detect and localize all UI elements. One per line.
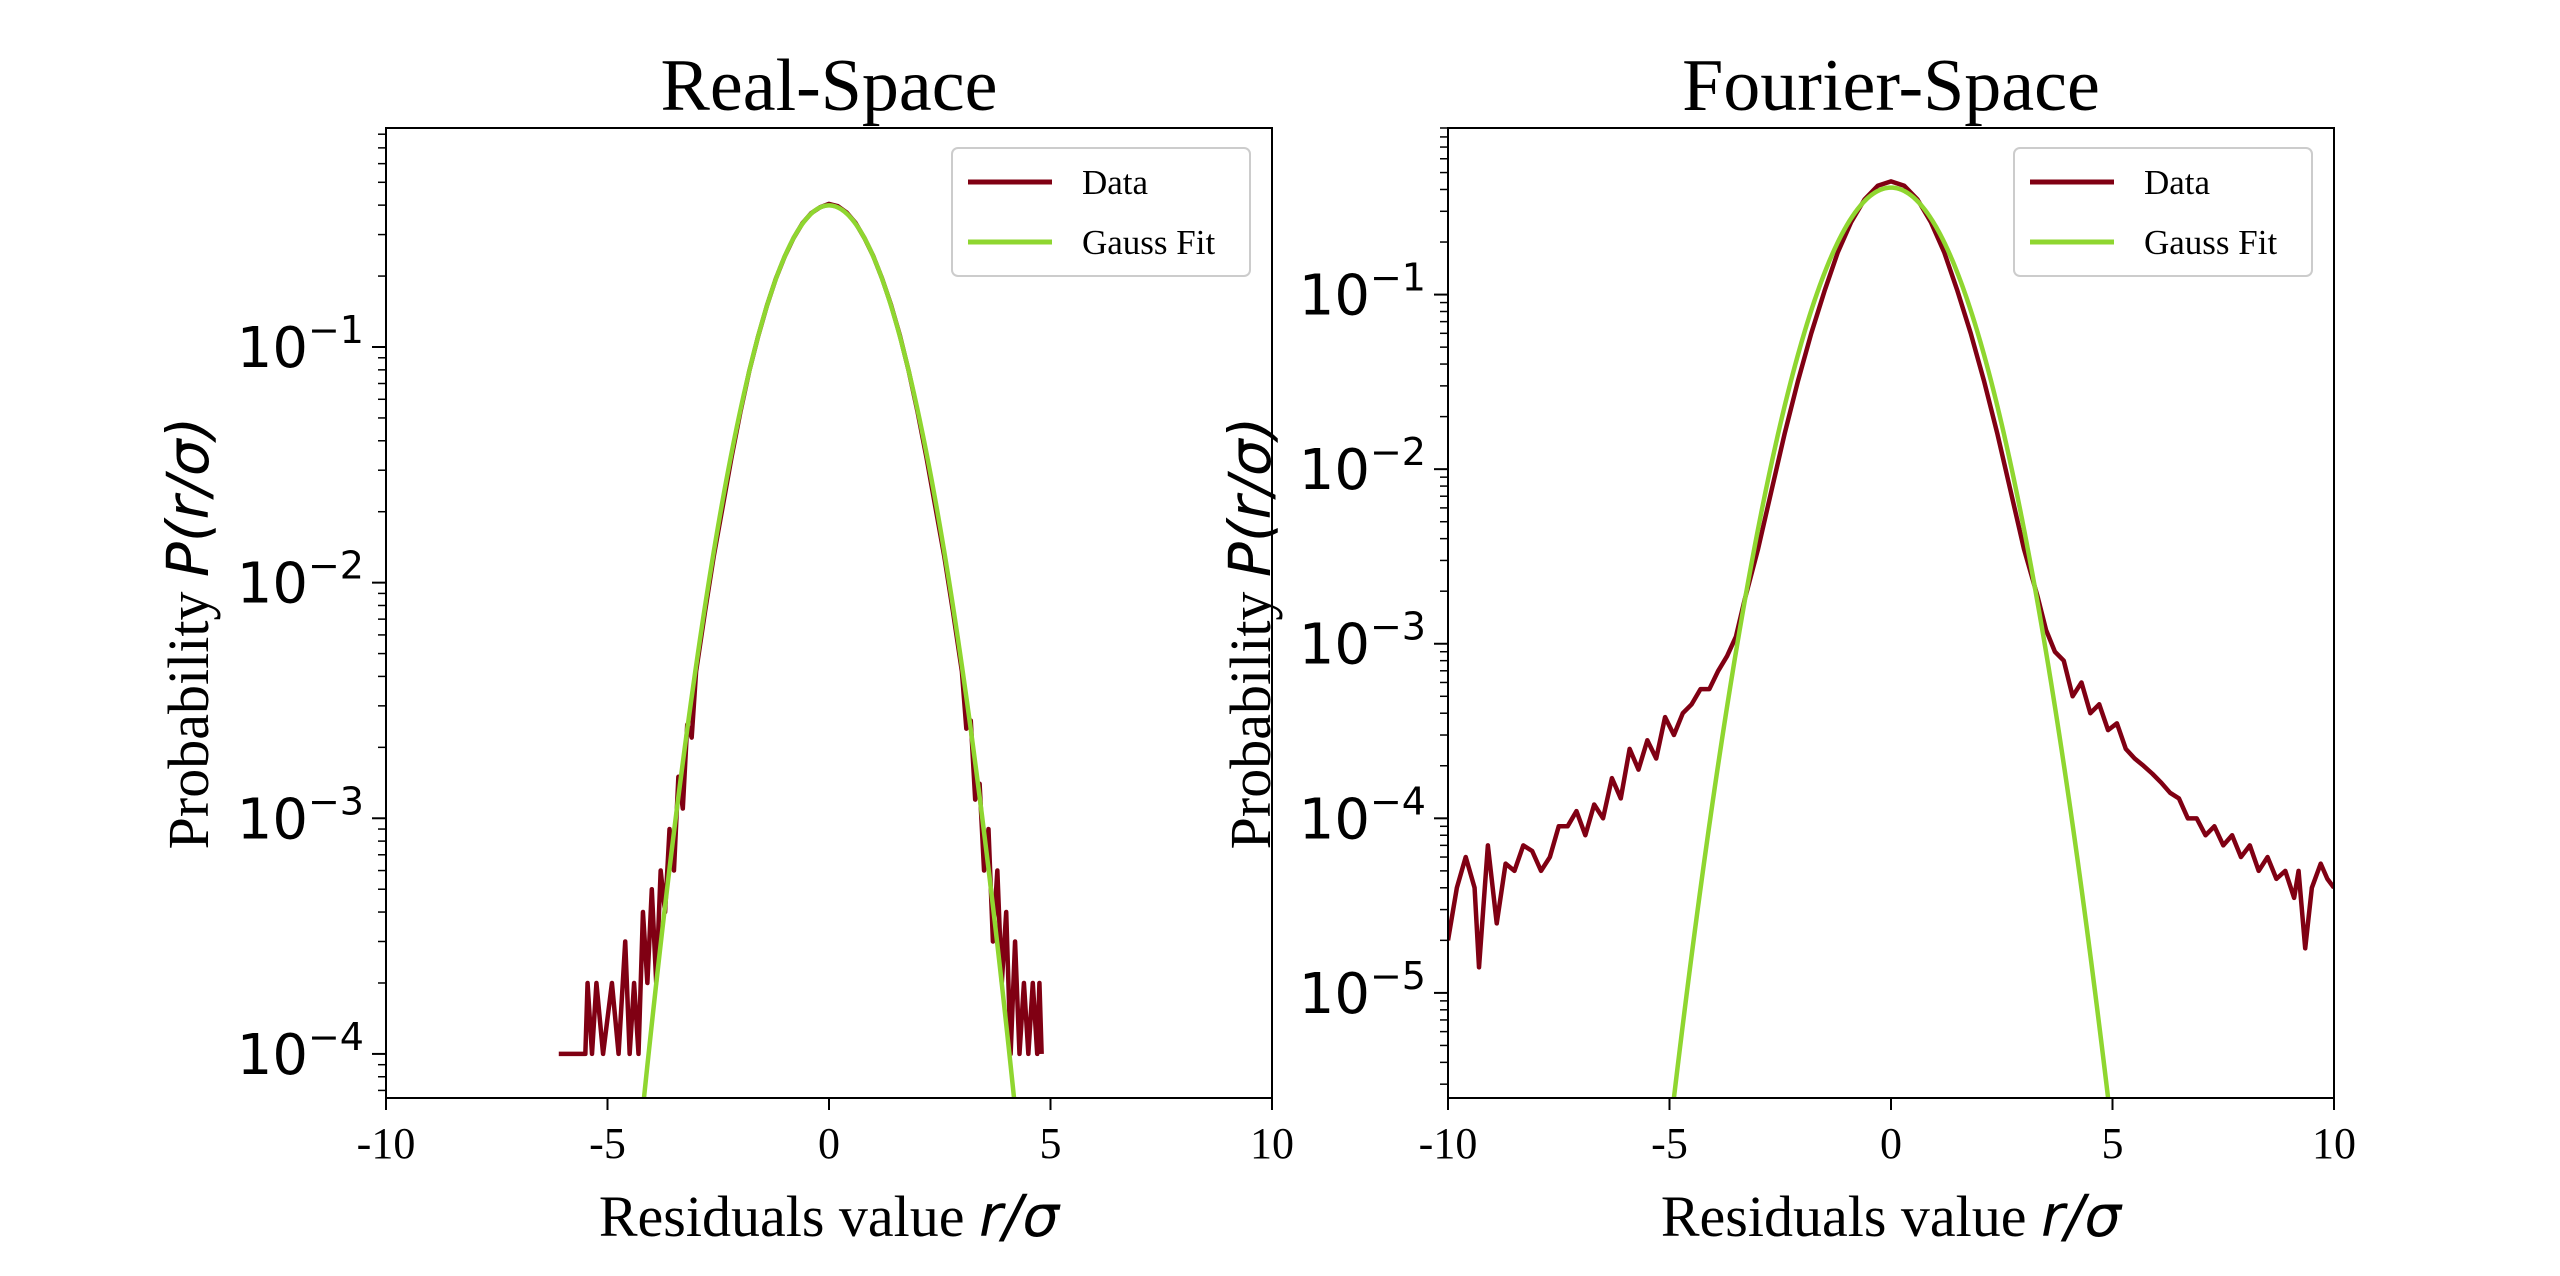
legend: Data Gauss Fit [2013, 147, 2313, 277]
x-axis-label: Residuals value r/σ [599, 1182, 1062, 1250]
y-tick-exponent: −3 [308, 779, 364, 823]
y-tick-label: 10−1 [1299, 256, 1426, 329]
y-tick-label: 10−2 [237, 544, 364, 617]
x-axis-label-math: r/σ [979, 1182, 1061, 1250]
y-tick-label: 10−4 [1299, 779, 1426, 852]
series-line-gauss-fit [641, 203, 1017, 1098]
y-tick-base: 10 [1299, 787, 1370, 852]
x-tick-label: 0 [1880, 1119, 1902, 1168]
y-axis-label-text: Probability [156, 577, 221, 849]
y-axis-label-math: P(r/σ) [1216, 417, 1284, 577]
chart-title: Real-Space [661, 45, 998, 127]
x-tick-label: 10 [1250, 1119, 1294, 1168]
y-axis-label-text: Probability [1218, 577, 1283, 849]
y-tick-exponent: −1 [1370, 256, 1426, 300]
panel-real-space: -10 -5 0 5 1010−110−210−310−4Real-SpaceResid… [154, 45, 1294, 1250]
y-tick-base: 10 [237, 787, 308, 852]
y-tick-exponent: −4 [308, 1015, 364, 1059]
legend-label-gauss-fit: Gauss Fit [1082, 223, 1215, 262]
x-axis-label-math: r/σ [2041, 1182, 2123, 1250]
panel-fourier-space: -10 -5 0 5 1010−110−210−310−410−5Fourier-Spa… [1216, 45, 2356, 1250]
x-tick-label: 5 [1040, 1119, 1062, 1168]
x-tick-label: 0 [818, 1119, 840, 1168]
y-tick-base: 10 [237, 552, 308, 617]
x-tick-label: -5 [589, 1119, 626, 1168]
x-tick-label: 10 [2312, 1119, 2356, 1168]
y-tick-label: 10−4 [237, 1015, 364, 1088]
x-tick-label: -10 [1419, 1119, 1478, 1168]
y-tick-label: 10−1 [237, 308, 364, 381]
plot-area [558, 201, 1044, 1098]
x-tick-label: -10 [357, 1119, 416, 1168]
y-axis-label-math: P(r/σ) [154, 417, 222, 577]
series-line-data [1448, 179, 2334, 970]
plot-area [1448, 179, 2334, 1098]
y-tick-exponent: −3 [1370, 605, 1426, 649]
y-axis-label: Probability P(r/σ) [1216, 417, 1284, 850]
chart-title: Fourier-Space [1682, 45, 2100, 127]
legend: Data Gauss Fit [951, 147, 1251, 277]
legend-label-data: Data [1082, 163, 1149, 202]
x-axis-label-text: Residuals value [1661, 1184, 2041, 1249]
y-tick-label: 10−5 [1299, 954, 1426, 1027]
y-tick-exponent: −2 [1370, 430, 1426, 474]
legend-label-data: Data [2144, 163, 2211, 202]
y-tick-exponent: −2 [308, 544, 364, 588]
y-tick-base: 10 [237, 1023, 308, 1088]
y-tick-exponent: −5 [1370, 954, 1426, 998]
y-tick-base: 10 [1299, 264, 1370, 329]
y-tick-exponent: −4 [1370, 779, 1426, 823]
x-axis-label: Residuals value r/σ [1661, 1182, 2124, 1250]
x-axis-label-text: Residuals value [599, 1184, 979, 1249]
series-line-data [558, 201, 1044, 1057]
y-tick-label: 10−2 [1299, 430, 1426, 503]
y-tick-base: 10 [1299, 438, 1370, 503]
series-line-gauss-fit [1671, 185, 2111, 1098]
y-axis-label: Probability P(r/σ) [154, 417, 222, 850]
y-tick-base: 10 [1299, 962, 1370, 1027]
y-tick-exponent: −1 [308, 308, 364, 352]
y-tick-label: 10−3 [1299, 605, 1426, 678]
y-tick-base: 10 [237, 316, 308, 381]
x-tick-label: 5 [2102, 1119, 2124, 1168]
y-tick-base: 10 [1299, 613, 1370, 678]
y-tick-label: 10−3 [237, 779, 364, 852]
x-tick-label: -5 [1651, 1119, 1688, 1168]
legend-label-gauss-fit: Gauss Fit [2144, 223, 2277, 262]
